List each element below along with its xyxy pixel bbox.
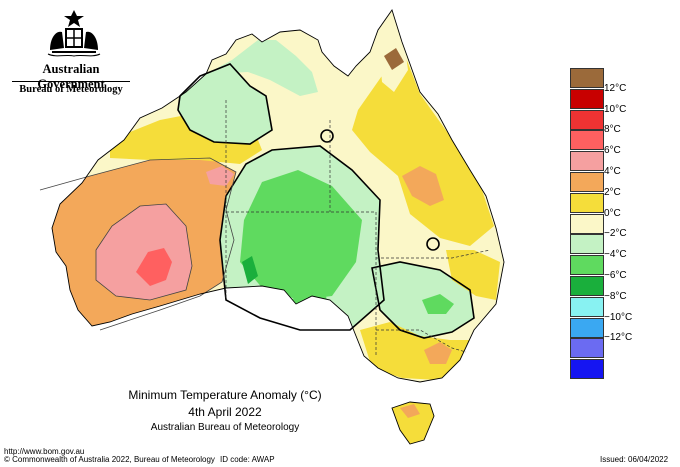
legend-swatch [570,172,604,192]
legend-swatch [570,109,604,130]
contour-north [177,63,273,145]
contour-ring-n [320,129,334,143]
legend-swatch [570,192,604,213]
legend-label: −2°C [604,228,627,240]
contour-central [219,145,385,331]
legend-label: 12°C [604,82,627,94]
bureau-name: Bureau of Meteorology [19,84,123,95]
zone-ne-warm [352,58,494,246]
map-date: 4th April 2022 [188,405,262,419]
map-title: Minimum Temperature Anomaly (°C) [128,388,322,402]
legend-swatch [570,359,604,380]
legend-label: 4°C [604,166,621,177]
legend-label: 0°C [604,207,621,219]
legend-swatch [570,88,604,109]
government-logo: Australian Government Bureau of Meteorol… [8,8,134,98]
copyright-text: © Commonwealth of Australia 2022, Bureau… [4,455,215,464]
legend-swatch [570,130,604,151]
zone-north-cool2 [206,40,318,96]
zone-ne-orange [402,166,444,206]
bom-url-link[interactable]: http://www.bom.gov.au [4,447,85,456]
coastline-tasmania [391,401,435,445]
border-vic [376,329,467,353]
contour-se [371,261,475,339]
legend-label: −6°C [604,270,627,281]
legend-swatch [570,68,604,88]
contour-ring-ne [426,237,440,251]
contour-warm [95,203,193,301]
id-code: ID code: AWAP [220,455,275,464]
legend-label: 6°C [604,145,621,157]
zone-central-cold [240,170,362,300]
zone-pink-spot [206,166,234,186]
legend-swatch [570,151,604,172]
legend-swatch [570,296,604,317]
legend-swatch [570,317,604,338]
issued-date: Issued: 06/04/2022 [600,455,669,464]
zone-cape-york-tip [384,48,404,70]
zone-north-cool [178,64,272,144]
zone-west-core [136,248,172,286]
legend-swatch [570,338,604,359]
government-name: Australian Government [37,62,105,91]
coat-of-arms-icon [47,10,101,57]
zone-west-hot [96,204,192,300]
legend-swatch [570,276,604,296]
zone-victoria-orange [424,342,452,364]
legend-label: −4°C [604,249,627,261]
zone-tasmania-orange [400,404,420,418]
map-source: Australian Bureau of Meteorology [150,422,300,433]
legend-swatch [570,255,604,276]
legend-label: −8°C [604,290,627,302]
legend-label: 2°C [604,186,621,198]
legend-label: 10°C [604,103,627,115]
legend-swatch [570,213,604,234]
zone-east-coast [446,250,500,300]
legend-swatch [570,234,604,255]
legend-label: −12°C [604,332,633,344]
zone-south-coast [360,322,470,380]
color-legend [570,68,604,380]
coastline [51,8,505,383]
legend-label: 8°C [604,124,621,136]
zone-dark-pocket [242,256,258,284]
zone-se-cold [422,294,454,314]
border-qld-south [376,249,491,259]
legend-label: −10°C [604,311,633,323]
logo-divider [12,81,130,82]
